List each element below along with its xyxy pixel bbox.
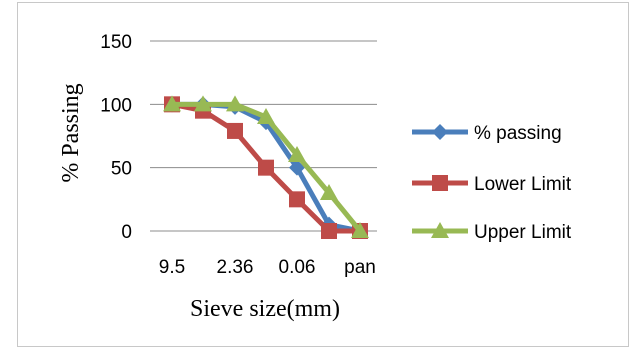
- point-2-1: [194, 95, 212, 112]
- x-tick-0: 9.5: [159, 257, 185, 278]
- legend-entry-1: Lower Limit: [412, 174, 572, 195]
- point-2-2: [226, 95, 244, 112]
- legend: % passing Lower Limit Upper Limit: [412, 123, 572, 243]
- legend-label-0: % passing: [474, 123, 562, 144]
- point-2-3: [257, 108, 275, 124]
- x-tick-3: pan: [344, 257, 376, 278]
- legend-marker-0: [432, 124, 448, 140]
- legend-entry-0: % passing: [412, 123, 562, 144]
- y-tick-labels: 0 50 100 150: [100, 32, 132, 243]
- y-tick-100: 100: [100, 95, 132, 116]
- legend-label-1: Lower Limit: [474, 174, 572, 195]
- series-2: [163, 95, 369, 238]
- point-2-5: [320, 184, 338, 200]
- point-1-3: [258, 159, 274, 176]
- point-2-4: [288, 146, 306, 162]
- point-1-4: [289, 191, 305, 208]
- x-axis-title: Sieve size(mm): [190, 296, 340, 322]
- y-tick-0: 0: [121, 222, 132, 243]
- x-tick-2: 0.06: [279, 257, 316, 278]
- x-tick-labels: 9.5 2.36 0.06 pan: [159, 257, 376, 278]
- legend-marker-2: [431, 222, 449, 238]
- legend-label-2: Upper Limit: [474, 222, 572, 243]
- y-tick-150: 150: [100, 32, 132, 53]
- series-lines: [163, 95, 369, 239]
- x-tick-1: 2.36: [217, 257, 254, 278]
- legend-marker-1: [432, 175, 448, 191]
- point-2-0: [163, 95, 181, 112]
- y-tick-50: 50: [111, 159, 132, 180]
- point-0-4: [289, 159, 305, 176]
- point-1-2: [227, 122, 243, 139]
- grid-lines: [150, 40, 377, 232]
- point-1-5: [321, 223, 337, 239]
- y-axis-title: % Passing: [58, 83, 84, 182]
- legend-entry-2: Upper Limit: [412, 222, 572, 243]
- chart-frame: [17, 2, 629, 347]
- point-2-6: [351, 222, 369, 238]
